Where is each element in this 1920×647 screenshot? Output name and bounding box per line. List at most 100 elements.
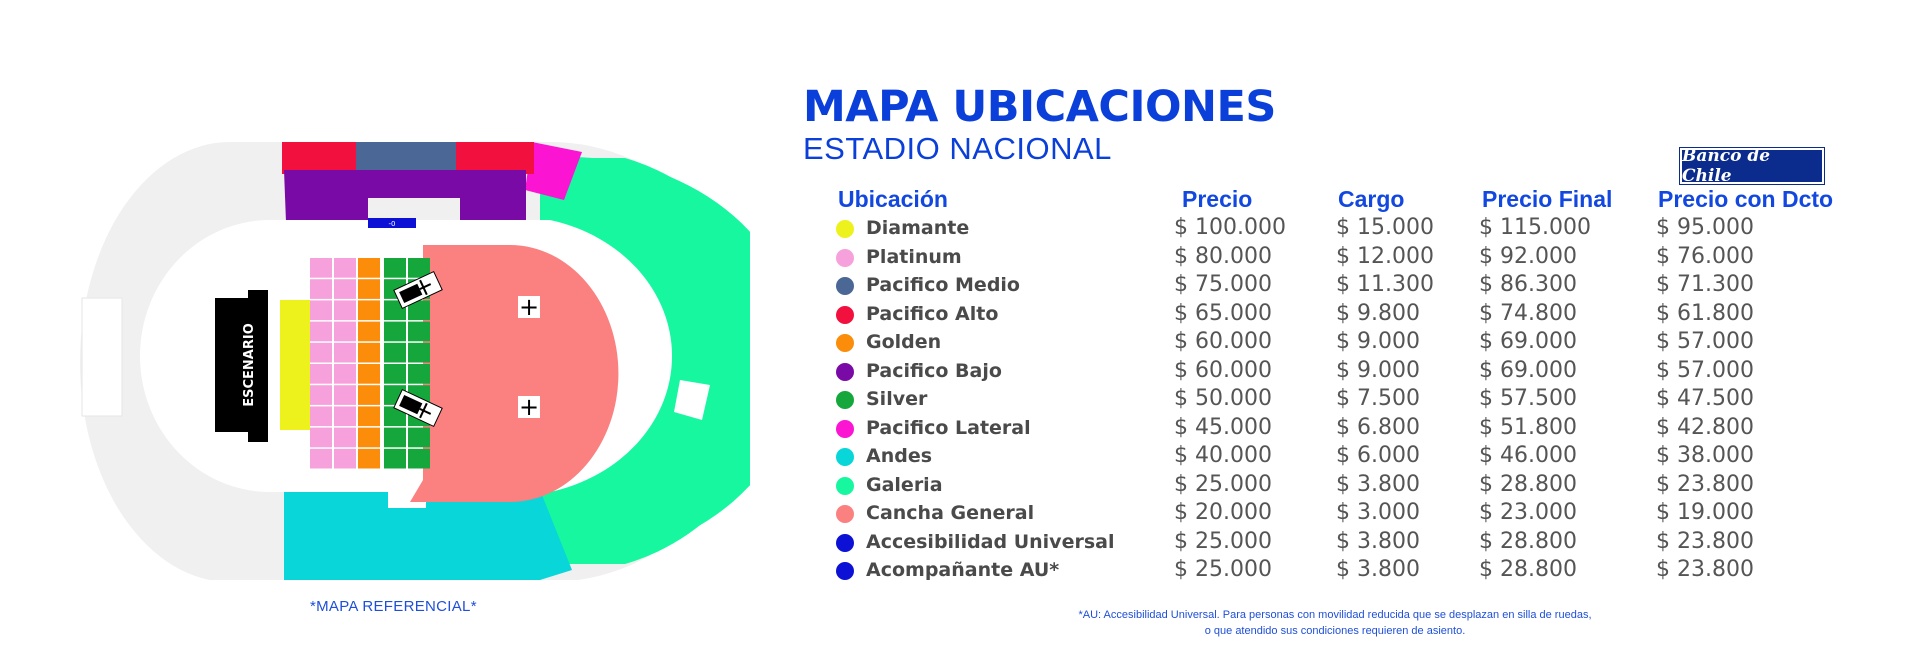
final-price-value: $ 46.000 (1479, 443, 1577, 468)
zone-platinum-block (334, 258, 356, 278)
zone-name: Pacifico Medio (866, 274, 1020, 296)
fee-value: $ 6.800 (1336, 414, 1420, 440)
camera-tower-icon (393, 388, 443, 428)
final-price-value: $ 69.000 (1479, 357, 1577, 383)
price-value: $ 20.000 (1174, 500, 1272, 525)
zone-silver-block (408, 300, 430, 321)
final-price-value: $ 28.800 (1479, 528, 1577, 554)
final-price-value: $ 28.800 (1479, 557, 1577, 582)
zone-andes (284, 490, 572, 580)
table-row: Diamante $ 100.000 $ 15.000 $ 115.000 $ 95.0… (0, 215, 1920, 243)
final-price-value: $ 23.000 (1479, 500, 1577, 525)
zone-diamante (280, 300, 310, 430)
discount-price-value: $ 19.000 (1656, 500, 1754, 525)
column-header-zone: Ubicación (838, 186, 948, 212)
price-value: $ 100.000 (1174, 215, 1286, 240)
discount-price-value: $ 71.300 (1656, 272, 1754, 297)
zone-silver-block (408, 258, 430, 278)
discount-price-value: $ 38.000 (1656, 443, 1754, 468)
zone-silver-block (384, 342, 406, 363)
zone-color-dot (836, 277, 854, 295)
price-value: $ 40.000 (1174, 443, 1272, 468)
fee-value: $ 11.300 (1336, 272, 1434, 297)
page-subtitle: ESTADIO NACIONAL (803, 131, 1112, 166)
zone-color-dot (836, 305, 854, 324)
price-value: $ 45.000 (1174, 414, 1272, 440)
zone-platinum-block (334, 427, 356, 448)
footnote-line-1: *AU: Accesibilidad Universal. Para perso… (1078, 609, 1592, 621)
zone-platinum-block (310, 279, 332, 299)
fee-value: $ 7.500 (1336, 386, 1420, 411)
zone-color-dot (836, 391, 854, 409)
fee-value: $ 3.800 (1336, 557, 1420, 582)
column-header-final: Precio Final (1482, 186, 1613, 212)
zone-platinum-block (310, 342, 332, 363)
table-row: Cancha General $ 20.000 $ 3.000 $ 23.000 $ 1… (0, 500, 1920, 528)
discount-price-value: $ 42.800 (1656, 414, 1754, 440)
final-price-value: $ 57.500 (1479, 386, 1577, 411)
zone-pacifico-bajo (284, 170, 526, 222)
zone-color-dot (836, 334, 854, 352)
zone-platinum-block (334, 321, 356, 342)
zone-silver-block (384, 321, 406, 342)
map-note: *MAPA REFERENCIAL* (310, 598, 477, 615)
zone-color-dot (836, 419, 854, 438)
zone-silver-block (408, 364, 430, 384)
stadium-map: -0 ESCENARIO + + (80, 142, 750, 580)
price-value: $ 25.000 (1174, 528, 1272, 554)
zone-color-dot (836, 533, 854, 552)
zone-golden-block (358, 406, 380, 427)
zone-platinum-block (334, 300, 356, 321)
zone-platinum-block (310, 427, 332, 448)
discount-price-value: $ 76.000 (1656, 243, 1754, 269)
fee-value: $ 6.000 (1336, 443, 1420, 468)
final-price-value: $ 28.800 (1479, 471, 1577, 497)
zone-golden-block (358, 364, 380, 384)
discount-price-value: $ 61.800 (1656, 300, 1754, 326)
stage-label: ESCENARIO (242, 323, 257, 407)
column-header-fee: Cargo (1338, 186, 1405, 212)
zone-golden-block (358, 321, 380, 342)
zone-golden-block (358, 258, 380, 278)
zone-platinum-block (334, 279, 356, 299)
stage (215, 290, 268, 442)
zone-silver-block (384, 427, 406, 448)
final-price-value: $ 74.800 (1479, 300, 1577, 326)
page-title: MAPA UBICACIONES (803, 82, 1276, 132)
camera-tower-icon (393, 270, 443, 310)
price-value: $ 65.000 (1174, 300, 1272, 326)
zone-name: Pacifico Bajo (866, 359, 1002, 382)
zone-name: Accesibilidad Universal (866, 530, 1115, 553)
zone-silver-block (384, 258, 406, 278)
table-row: Pacifico Medio $ 75.000 $ 11.300 $ 86.300 $ … (0, 272, 1920, 300)
zone-name: Acompañante AU* (866, 559, 1060, 581)
table-row: Pacifico Bajo $ 60.000 $ 9.000 $ 69.000 $ 57… (0, 358, 1920, 386)
zone-name: Andes (866, 445, 933, 467)
zone-golden-block (358, 300, 380, 321)
price-value: $ 25.000 (1174, 557, 1272, 582)
zone-platinum-block (334, 385, 356, 405)
zone-color-dot (836, 562, 854, 580)
fee-value: $ 3.000 (1336, 500, 1420, 525)
zone-platinum-block (310, 258, 332, 278)
table-row: Golden $ 60.000 $ 9.000 $ 69.000 $ 57.000 (0, 329, 1920, 357)
zone-silver-block (408, 427, 430, 448)
plus-marker (518, 296, 540, 318)
zone-platinum-block (310, 364, 332, 384)
discount-price-value: $ 57.000 (1656, 329, 1754, 354)
zone-platinum-block (310, 448, 332, 469)
fee-value: $ 3.800 (1336, 528, 1420, 554)
discount-price-value: $ 23.800 (1656, 557, 1754, 582)
zone-platinum-block (334, 364, 356, 384)
zone-color-dot (836, 476, 854, 495)
zone-cancha-general (410, 245, 619, 502)
zone-color-dot (836, 505, 854, 523)
au-tag-label: -0 (389, 220, 396, 228)
zone-color-dot (836, 248, 854, 267)
zone-golden-block (358, 448, 380, 469)
fee-value: $ 15.000 (1336, 215, 1434, 240)
zone-name: Galeria (866, 473, 943, 496)
discount-price-value: $ 23.800 (1656, 528, 1754, 554)
zone-golden-block (358, 342, 380, 363)
zone-name: Platinum (866, 245, 962, 268)
